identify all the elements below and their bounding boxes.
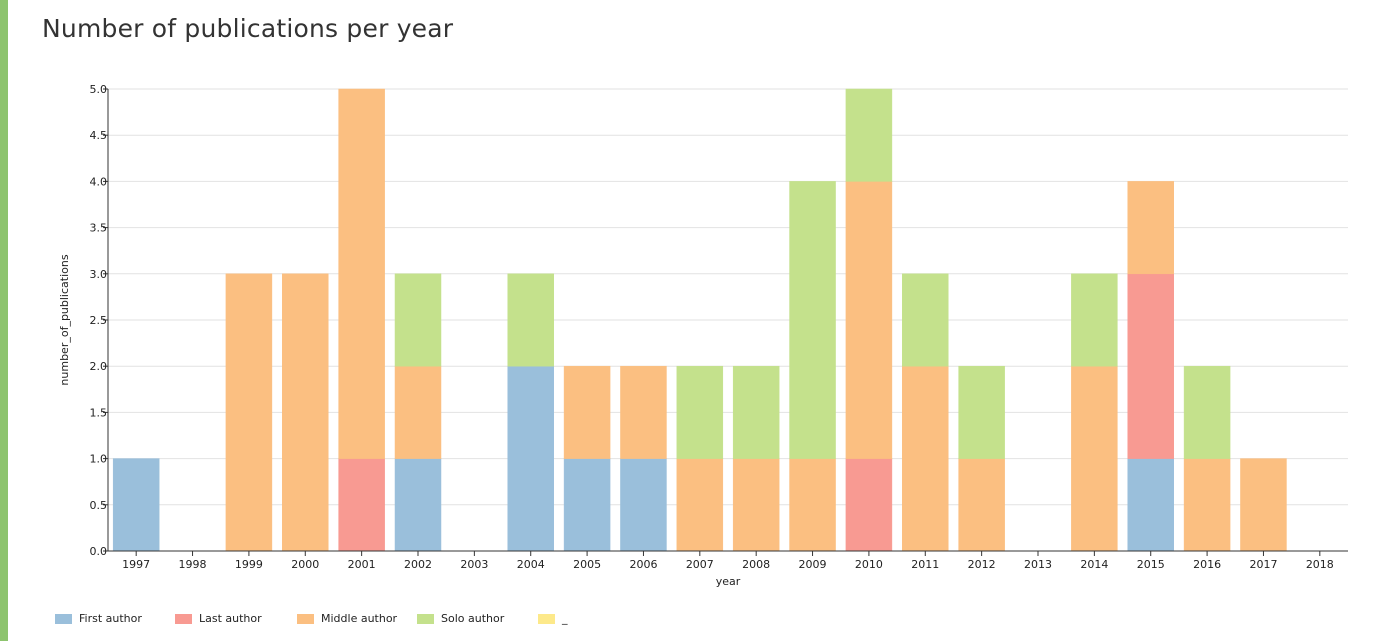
x-tick-label: 2004 [517,558,545,571]
x-tick-label: 2007 [686,558,714,571]
legend-swatch [417,613,434,624]
x-tick-label: 1997 [122,558,150,571]
legend-swatch [297,613,314,624]
x-tick-label: 2011 [911,558,939,571]
bar-segment[interactable] [1127,458,1174,552]
x-tick-label: 2002 [404,558,432,571]
x-tick-label: 2001 [348,558,376,571]
axes: 0.0 0.5 1.0 1.5 2.0 2.5 3.0 3.5 4.0 4.5 5.0 1997 199… [90,83,1348,571]
bar-segment[interactable] [620,458,667,552]
legend-label: _ [562,612,568,625]
bar-segment[interactable] [225,273,273,552]
x-tick-label: 2012 [968,558,996,571]
x-tick-label: 2005 [573,558,601,571]
legend-label: First author [79,612,142,625]
bar-segment[interactable] [902,273,949,367]
y-tick-label: 0.5 [90,499,108,512]
bar-segment[interactable] [789,181,836,459]
legend-label: Solo author [441,612,505,625]
y-tick-label: 3.0 [90,268,108,281]
bar-segment[interactable] [1071,365,1118,552]
y-tick-label: 2.0 [90,360,108,373]
x-tick-label: 2010 [855,558,883,571]
y-tick-label: 2.5 [90,314,108,327]
x-tick-label: 2015 [1137,558,1165,571]
x-tick-label: 2008 [742,558,770,571]
bar-segment[interactable] [732,458,780,552]
y-axis-title: number_of_publications [58,254,71,385]
legend-item[interactable]: _ [538,612,568,625]
x-tick-label: 2017 [1249,558,1277,571]
x-tick-label: 2003 [460,558,488,571]
x-axis-title: year [716,575,741,588]
bar-segment[interactable] [789,458,836,552]
bar-segment[interactable] [1240,458,1287,552]
bar-segment[interactable] [1071,273,1118,367]
x-tick-label: 2014 [1080,558,1108,571]
bar-segment[interactable] [338,458,385,552]
left-accent-stripe [0,0,8,641]
bar-segment[interactable] [845,181,893,459]
bar-segment[interactable] [676,458,724,552]
y-tick-label: 4.0 [90,175,108,188]
legend-label: Last author [199,612,262,625]
y-tick-label: 1.5 [90,406,108,419]
y-tick-label: 0.0 [90,545,108,558]
bar-segment[interactable] [845,458,893,552]
x-tick-label: 1998 [179,558,207,571]
bar-segment[interactable] [676,365,724,459]
bar-segment[interactable] [732,365,780,459]
x-tick-label: 2000 [291,558,319,571]
bar-segment[interactable] [112,458,160,552]
x-tick-label: 1999 [235,558,263,571]
bar-segment[interactable] [507,365,554,552]
legend-item[interactable]: Last author [175,612,262,625]
bar-segment[interactable] [338,88,385,459]
bar-segment[interactable] [958,365,1005,459]
bar-segment[interactable] [507,273,554,367]
bar-segment[interactable] [563,365,611,459]
page-title: Number of publications per year [42,14,454,43]
x-tick-label: 2006 [629,558,657,571]
bar-segment[interactable] [563,458,611,552]
bar-segment[interactable] [1183,365,1231,459]
y-tick-label: 3.5 [90,222,108,235]
bar-segment[interactable] [902,365,949,552]
legend-swatch [175,613,192,624]
legend-item[interactable]: First author [55,612,142,625]
legend-item[interactable]: Solo author [417,612,504,625]
bar-segment[interactable] [1183,458,1231,552]
bar-segment[interactable] [394,365,442,459]
bar-segment[interactable] [1127,181,1174,275]
x-tick-label: 2009 [799,558,827,571]
legend-label: Middle author [321,612,398,625]
legend-item[interactable]: Middle author [297,612,397,625]
bar-segment[interactable] [282,273,329,552]
bar-segment[interactable] [958,458,1005,552]
y-tick-label: 4.5 [90,129,108,142]
legend-swatch [538,613,555,624]
x-tick-label: 2016 [1193,558,1221,571]
y-tick-label: 5.0 [90,83,108,96]
x-tick-label: 2013 [1024,558,1052,571]
legend-swatch [55,613,72,624]
bar-segment[interactable] [394,458,442,552]
bars [112,88,1287,552]
bar-segment[interactable] [1127,273,1174,459]
bar-segment[interactable] [845,88,893,182]
x-tick-label: 2018 [1306,558,1334,571]
bar-segment[interactable] [620,365,667,459]
y-tick-label: 1.0 [90,453,108,466]
bar-segment[interactable] [394,273,442,367]
